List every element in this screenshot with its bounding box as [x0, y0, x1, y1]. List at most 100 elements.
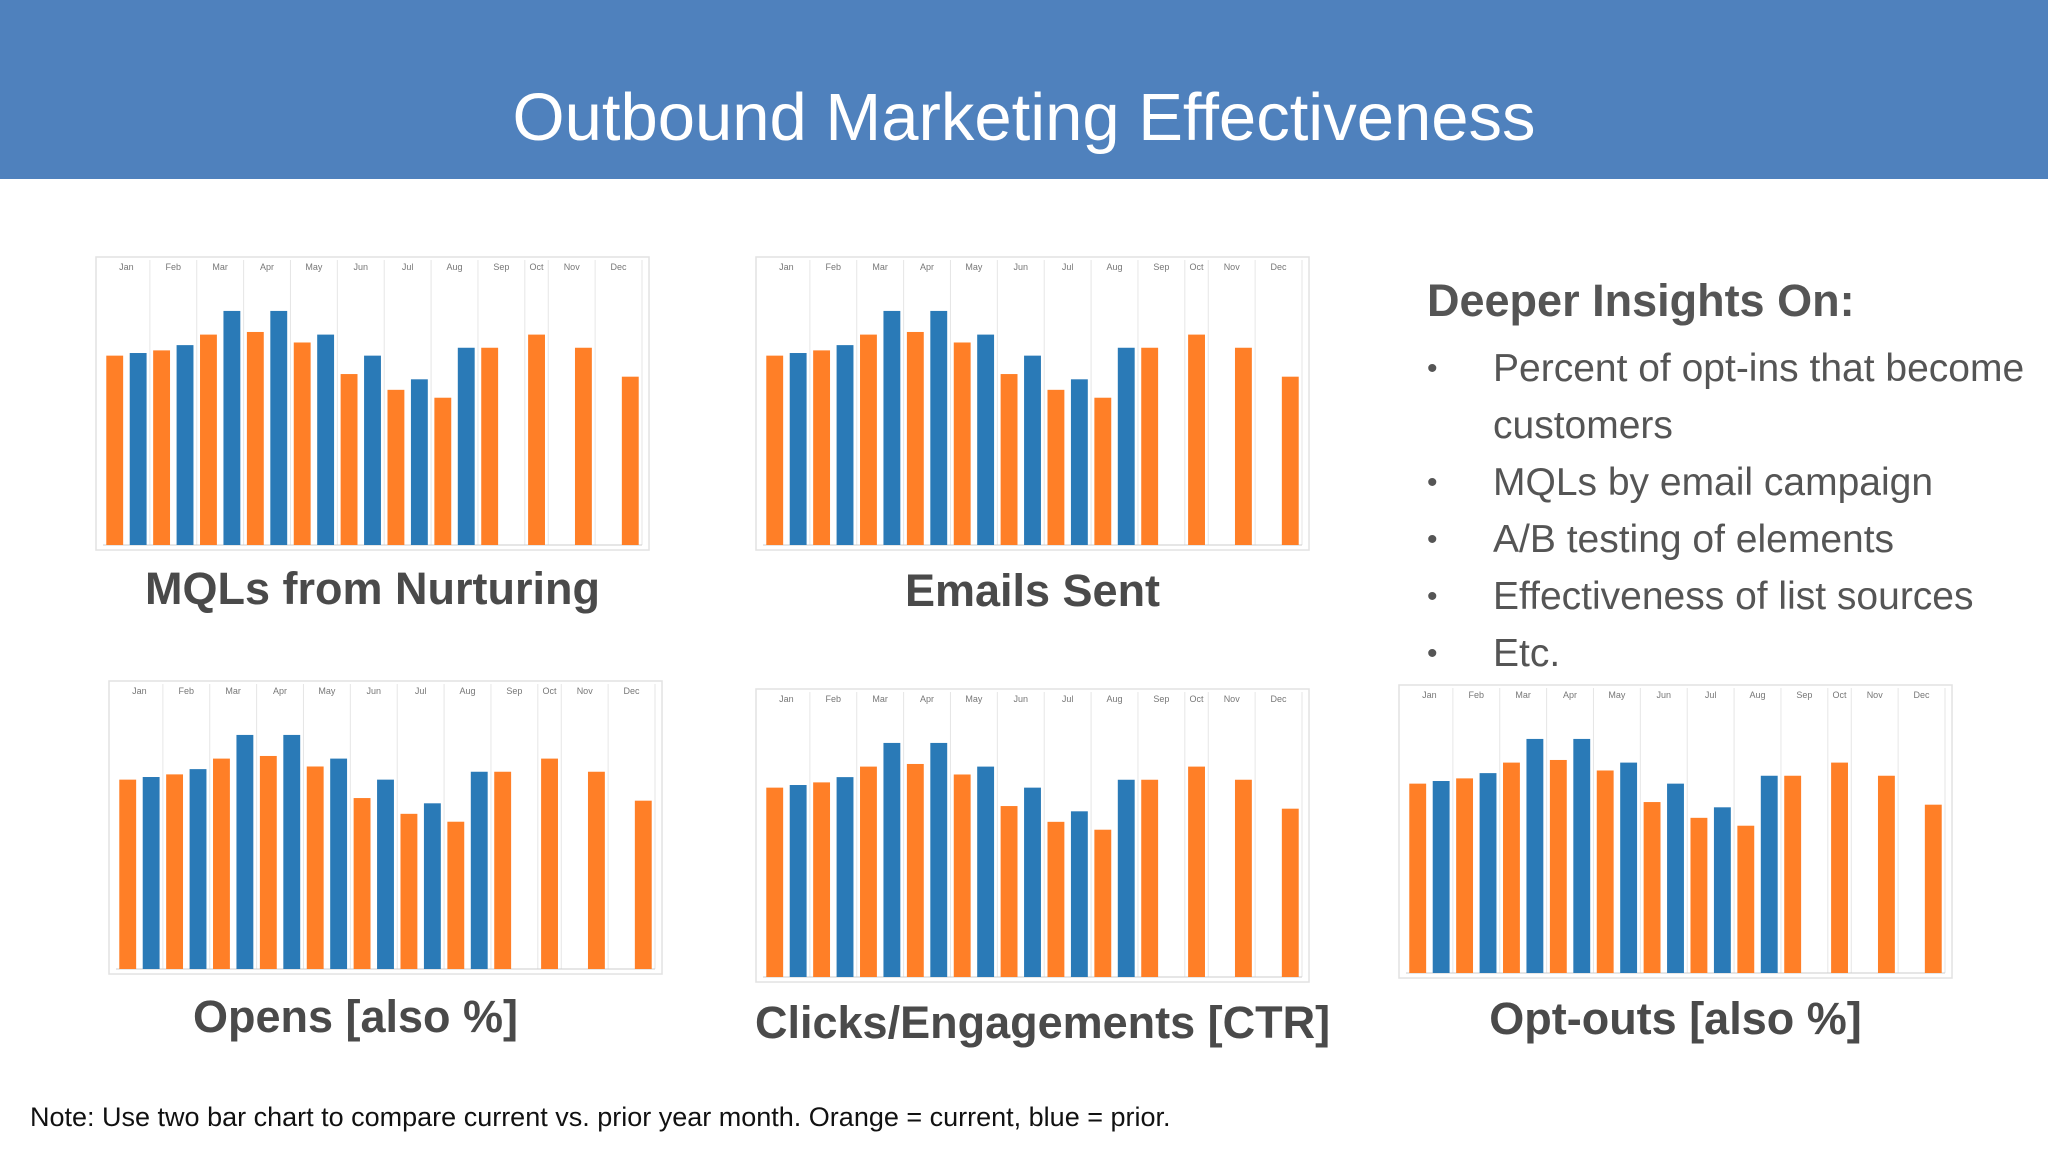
bar-current [1047, 821, 1065, 977]
month-tick-label: Aug [460, 686, 476, 696]
bar-current [1737, 825, 1755, 973]
bar-current [1456, 778, 1474, 973]
month-tick-label: Aug [447, 262, 463, 272]
month-tick-label: Mar [225, 686, 241, 696]
bar-current [1643, 802, 1661, 973]
bar-current [259, 755, 277, 969]
month-tick-label: Apr [260, 262, 274, 272]
chart-title: Clicks/Engagements [CTR] [755, 997, 1331, 1048]
month-tick-label: May [318, 686, 336, 696]
bar-current [1281, 376, 1299, 545]
page-title: Outbound Marketing Effectiveness [512, 80, 1536, 155]
bar-prior [836, 345, 854, 545]
bar-current [166, 774, 184, 969]
bar-current [574, 347, 592, 545]
bar-current [1924, 804, 1942, 973]
bar-prior [364, 355, 381, 545]
chart-title: Emails Sent [904, 565, 1161, 616]
month-tick-label: Nov [1224, 694, 1241, 704]
bar-current [494, 771, 512, 969]
bar-current [860, 334, 877, 545]
bar-prior [410, 379, 428, 545]
insights-panel: Deeper Insights On: • Percent of opt-ins … [1427, 278, 2027, 682]
month-tick-label: Feb [826, 262, 842, 272]
bar-prior [1713, 807, 1731, 973]
bar-current [1094, 397, 1112, 545]
bar-current [1094, 829, 1112, 977]
bar-current [1000, 374, 1018, 545]
bar-prior [1432, 781, 1450, 973]
month-tick-label: Dec [624, 686, 641, 696]
insights-heading: Deeper Insights On: [1427, 275, 1855, 326]
month-tick-label: Sep [1153, 262, 1169, 272]
month-tick-label: Dec [1914, 690, 1931, 700]
month-tick-label: Jan [119, 262, 134, 272]
month-tick-label: Nov [564, 262, 581, 272]
month-tick-label: Jun [354, 262, 369, 272]
bar-prior [189, 769, 207, 969]
bar-current [953, 342, 971, 545]
bar-chart-opens: Jan Feb Mar Apr May Jun Jul Aug Sep Oct Nov Dec [108, 680, 663, 975]
bar-current [1831, 762, 1848, 973]
bar-current [481, 347, 499, 545]
month-tick-label: Sep [1153, 694, 1169, 704]
bar-current [153, 350, 171, 545]
bar-current [813, 782, 831, 977]
month-tick-label: May [305, 262, 323, 272]
bar-prior [236, 734, 254, 969]
bar-current [1234, 779, 1252, 977]
month-tick-label: Mar [212, 262, 228, 272]
bar-prior [883, 742, 901, 977]
bar-prior [223, 310, 241, 545]
bullet-icon: • [1427, 466, 1438, 499]
month-tick-label: Feb [1469, 690, 1485, 700]
month-tick-label: Mar [872, 262, 888, 272]
month-tick-label: Jul [402, 262, 414, 272]
chart-title: Opens [also %] [192, 991, 519, 1042]
month-tick-label: May [965, 262, 983, 272]
month-tick-label: Apr [920, 262, 934, 272]
bar-current [634, 800, 652, 969]
bar-prior [1070, 811, 1088, 977]
month-tick-label: Mar [872, 694, 888, 704]
month-tick-label: Apr [920, 694, 934, 704]
bar-prior [789, 353, 807, 545]
bar-prior [977, 334, 995, 545]
month-tick-label: Oct [1833, 690, 1848, 700]
title-banner: Outbound Marketing Effectiveness [0, 0, 2048, 179]
bar-current [766, 355, 784, 545]
month-tick-label: Jul [1062, 262, 1074, 272]
bar-current [528, 334, 545, 545]
bar-current [306, 766, 324, 969]
bar-prior [1024, 787, 1041, 977]
month-tick-label: Feb [826, 694, 842, 704]
bar-current [353, 798, 371, 969]
month-tick-label: Apr [1563, 690, 1577, 700]
insight-item: • Effectiveness of list sources [1427, 568, 2027, 625]
bar-current [447, 821, 465, 969]
bar-current [1596, 770, 1614, 973]
bar-prior [142, 777, 160, 969]
bar-prior [1573, 738, 1591, 973]
insight-text: MQLs by email campaign [1493, 461, 1934, 504]
bar-current [387, 389, 405, 545]
footnote: Note: Use two bar chart to compare curre… [30, 1102, 1171, 1132]
bullet-icon: • [1427, 580, 1438, 613]
bar-current [213, 758, 230, 969]
bar-prior [377, 779, 394, 969]
bullet-icon: • [1427, 523, 1438, 556]
month-tick-label: Dec [611, 262, 628, 272]
bar-prior [470, 771, 488, 969]
insight-item: • MQLs by email campaign [1427, 454, 2027, 511]
bar-current [621, 376, 639, 545]
month-tick-label: Apr [273, 686, 287, 696]
bar-prior [129, 353, 147, 545]
bar-prior [283, 734, 301, 969]
month-tick-label: Oct [543, 686, 558, 696]
bar-prior [930, 742, 948, 977]
bar-prior [1117, 779, 1135, 977]
month-tick-label: Aug [1750, 690, 1766, 700]
month-tick-label: Nov [1867, 690, 1884, 700]
bar-current [1188, 766, 1205, 977]
month-tick-label: Sep [493, 262, 509, 272]
